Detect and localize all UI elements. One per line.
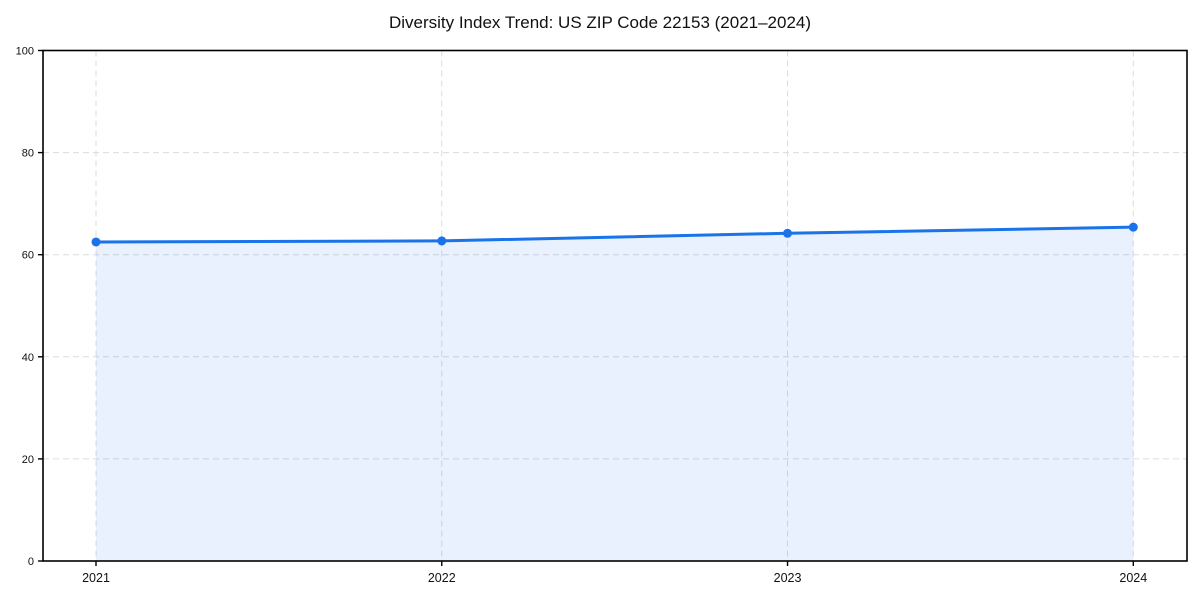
x-axis-tick-label: 2021 [82, 571, 110, 585]
plot-border [42, 49, 1188, 562]
data-point-marker [1128, 222, 1138, 232]
data-point-marker [783, 228, 793, 238]
y-axis-tick-label: 60 [22, 250, 34, 262]
x-axis-tick-label: 2022 [428, 571, 456, 585]
x-axis-tick-label: 2024 [1119, 571, 1147, 585]
area-fill [96, 227, 1134, 561]
y-axis-tick-label: 0 [28, 556, 34, 568]
y-axis-tick-label: 80 [22, 148, 34, 160]
y-axis-tick-label: 100 [16, 46, 34, 58]
y-axis-tick-label: 40 [22, 352, 34, 364]
x-axis-tick-label: 2023 [774, 571, 802, 585]
chart-title: Diversity Index Trend: US ZIP Code 22153… [388, 13, 812, 32]
trend-line [94, 225, 1135, 244]
data-point-marker [91, 237, 101, 247]
data-point-marker [437, 236, 447, 246]
y-axis-tick-label: 20 [22, 454, 34, 466]
